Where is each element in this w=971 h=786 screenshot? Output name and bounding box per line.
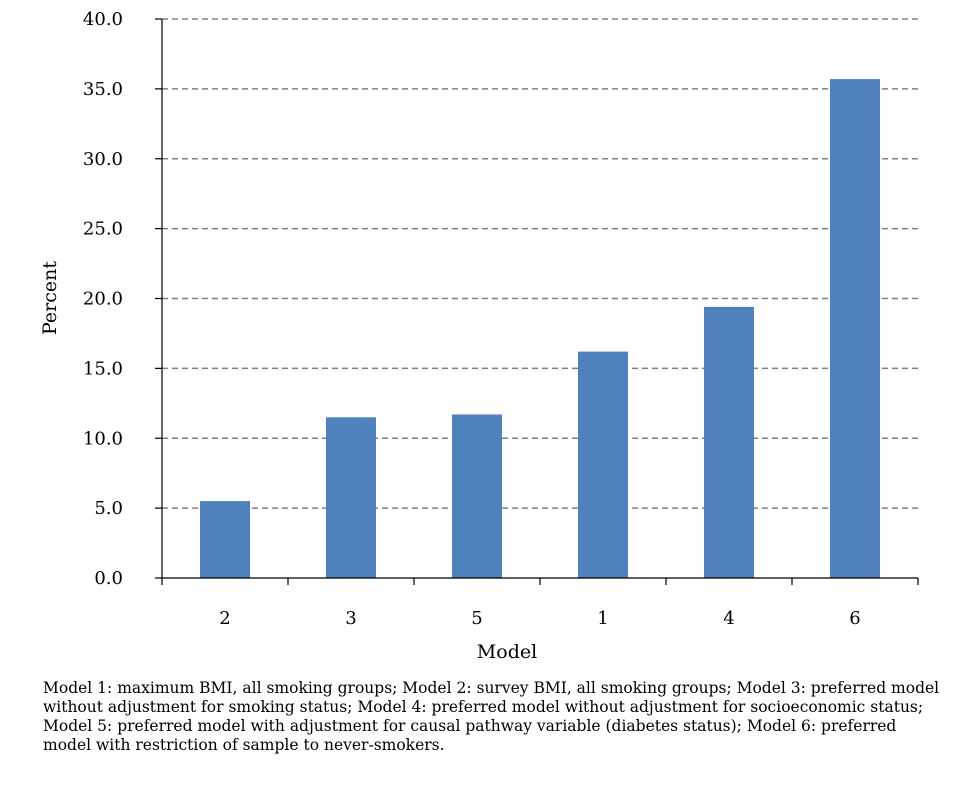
gridlines: [162, 18, 918, 509]
x-tick-label: 2: [219, 608, 230, 629]
y-tick-label: 10.0: [83, 428, 123, 449]
y-tick-label: 15.0: [83, 358, 123, 379]
y-tick-label: 25.0: [83, 219, 123, 240]
y-tick-label: 35.0: [83, 79, 123, 100]
x-tick-label: 3: [345, 608, 356, 629]
axes: [155, 18, 919, 585]
x-tick-label: 6: [849, 608, 860, 629]
bar-model-1: [578, 351, 628, 578]
bars: [200, 79, 880, 578]
y-tick-label: 5.0: [94, 498, 123, 519]
bar-model-5: [452, 414, 502, 578]
bar-model-6: [830, 79, 880, 578]
y-tick-label: 30.0: [83, 149, 123, 170]
x-tick-label: 5: [471, 608, 482, 629]
bar-chart: 0.0 5.0 10.0 15.0 20.0 25.0 30.0 35.0 40.0 2 3 5 1 4…: [39, 9, 919, 663]
x-tick-label: 1: [597, 608, 608, 629]
bar-model-3: [326, 417, 376, 578]
y-tick-label: 20.0: [83, 289, 123, 310]
figure-caption: Model 1: maximum BMI, all smoking groups…: [43, 679, 940, 754]
y-tick-label: 0.0: [94, 568, 123, 589]
x-axis-title: Model: [477, 641, 537, 663]
bar-model-2: [200, 501, 250, 578]
y-tick-labels: 0.0 5.0 10.0 15.0 20.0 25.0 30.0 35.0 40.0: [83, 9, 123, 589]
x-tick-labels: 2 3 5 1 4 6: [219, 608, 860, 629]
bar-model-4: [704, 306, 754, 578]
y-axis-title: Percent: [39, 261, 61, 335]
x-tick-label: 4: [723, 608, 734, 629]
y-tick-label: 40.0: [83, 9, 123, 30]
